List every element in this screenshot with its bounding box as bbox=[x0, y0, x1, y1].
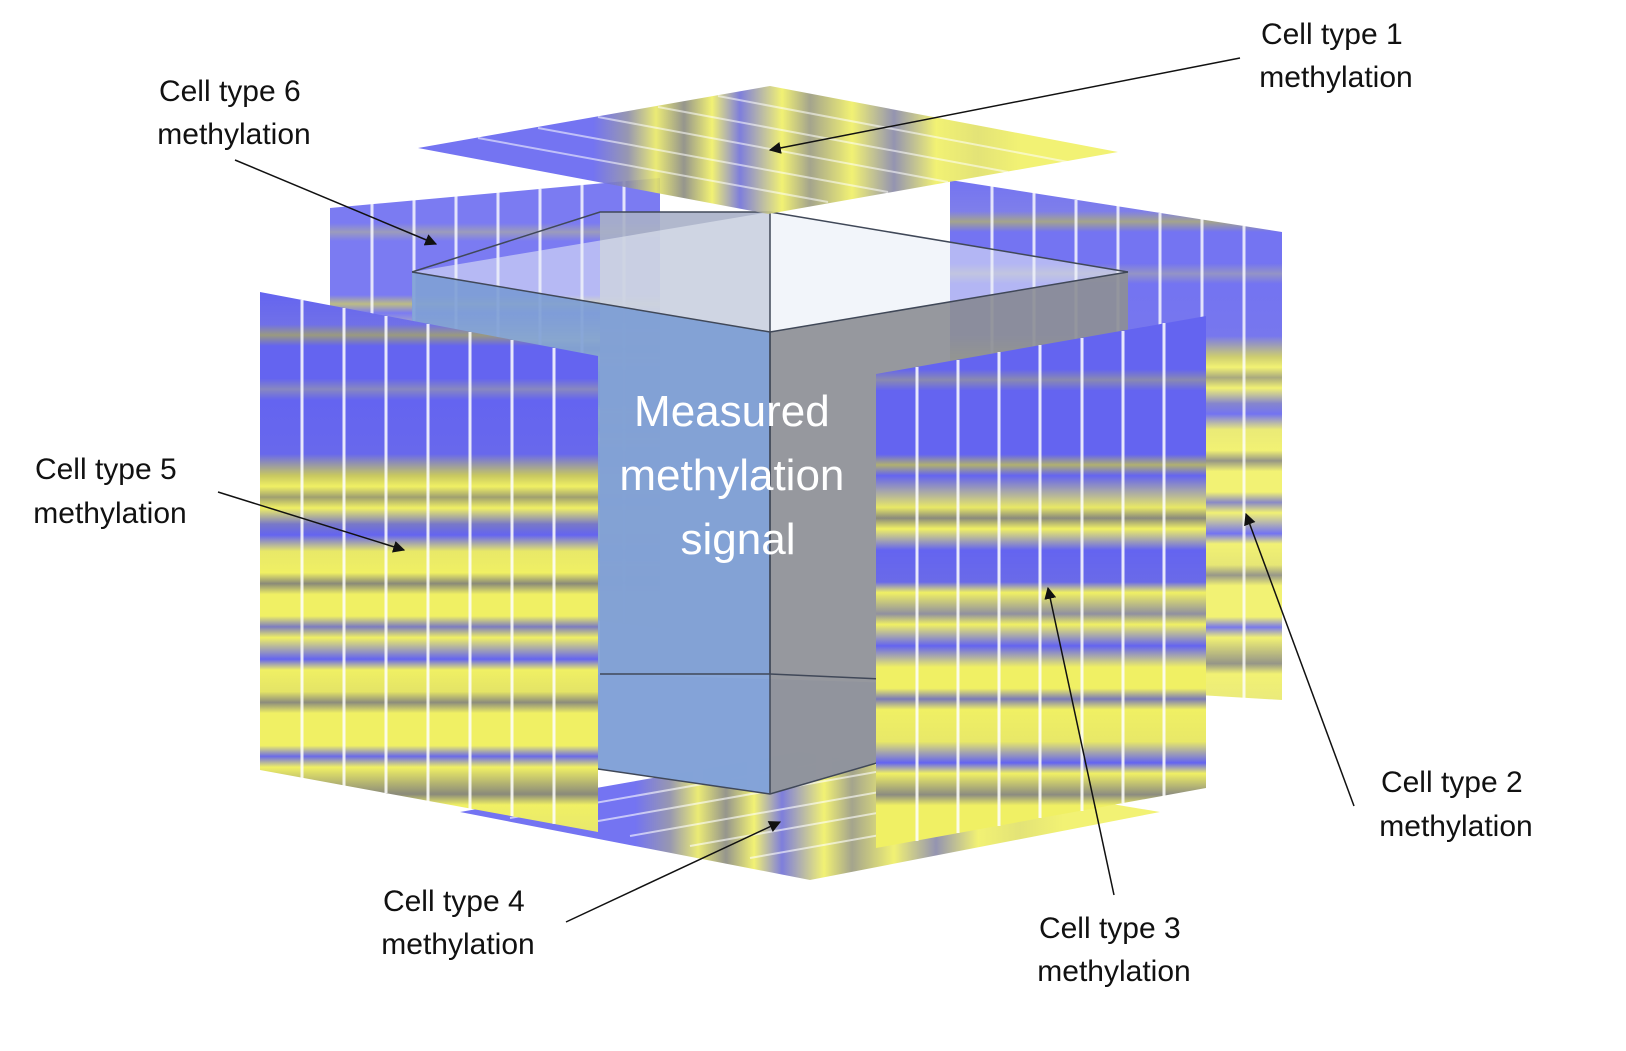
arrow-cell-type-1 bbox=[768, 57, 1241, 154]
arrow-cell-type-5 bbox=[217, 491, 406, 553]
cube-label-line-3: signal bbox=[681, 515, 796, 564]
label-cell-type-1: Cell type 1 methylation bbox=[1259, 18, 1412, 94]
panel-cell-type-5 bbox=[260, 292, 598, 832]
cube-label-line-1: Measured bbox=[634, 387, 830, 436]
label-cell-type-4: Cell type 4 methylation bbox=[381, 885, 534, 961]
cube-label: Measured methylation signal bbox=[619, 387, 856, 564]
label-cell-type-3: Cell type 3 methylation bbox=[1037, 912, 1190, 988]
arrow-cell-type-6 bbox=[234, 159, 438, 246]
panel-cell-type-3 bbox=[876, 316, 1206, 848]
arrow-cell-type-4 bbox=[565, 821, 782, 923]
label-cell-type-5: Cell type 5 methylation bbox=[33, 453, 186, 530]
arrow-cell-type-3 bbox=[1044, 586, 1115, 896]
label-cell-type-2: Cell type 2 methylation bbox=[1379, 766, 1532, 843]
label-cell-type-6: Cell type 6 methylation bbox=[157, 75, 310, 151]
panel-cell-type-1 bbox=[418, 86, 1118, 214]
cube-label-line-2: methylation bbox=[619, 451, 844, 500]
leader-arrows bbox=[217, 57, 1355, 923]
arrow-cell-type-2 bbox=[1244, 512, 1355, 807]
